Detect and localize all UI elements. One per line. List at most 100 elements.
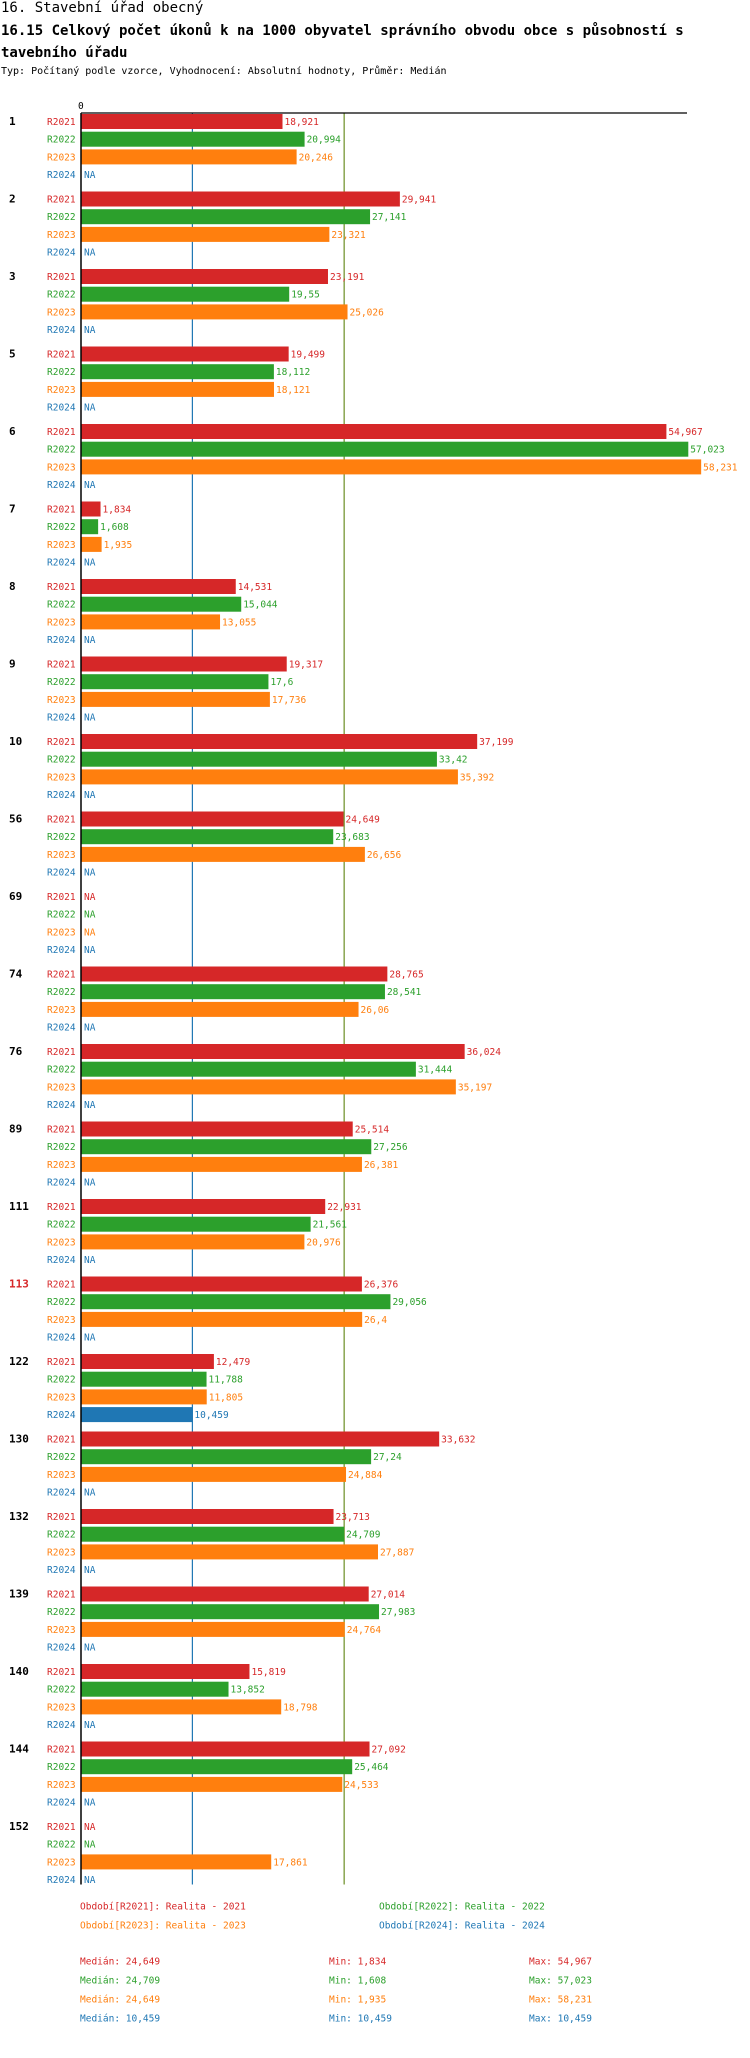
stat-median: Medián: 10,459: [80, 2014, 160, 2025]
series-label: R2021: [47, 1822, 76, 1833]
group-label: 132: [9, 1510, 29, 1523]
na-label: NA: [84, 892, 96, 903]
stat-min: Min: 10,459: [329, 2014, 392, 2025]
group-label: 56: [9, 813, 23, 826]
bar: [81, 114, 283, 129]
series-label: R2022: [47, 1220, 76, 1231]
series-label: R2023: [47, 385, 76, 396]
na-label: NA: [84, 1875, 96, 1886]
series-label: R2022: [47, 445, 76, 456]
series-label: R2024: [47, 1333, 76, 1344]
group-label: 140: [9, 1665, 29, 1678]
bar: [81, 1854, 272, 1870]
data-label: 25,514: [355, 1125, 390, 1136]
series-label: R2021: [47, 1667, 76, 1678]
data-label: 24,649: [346, 815, 381, 826]
data-label: 15,819: [251, 1667, 286, 1678]
bar: [81, 1526, 345, 1542]
data-label: 23,683: [335, 832, 369, 843]
bar: [81, 734, 478, 749]
chart-title: 16.15 Celkový počet úkonů k na 1000 obyv…: [1, 23, 684, 61]
bar: [81, 1139, 372, 1155]
group-label: 9: [9, 658, 16, 671]
data-label: 26,06: [361, 1005, 390, 1016]
series-label: R2023: [47, 1547, 76, 1558]
data-label: 27,24: [373, 1452, 402, 1463]
bar: [81, 1586, 369, 1602]
series-label: R2023: [47, 1005, 76, 1016]
series-label: R2022: [47, 290, 76, 301]
na-label: NA: [84, 1100, 96, 1111]
stat-max: Max: 57,023: [529, 1976, 592, 1987]
group-label: 5: [9, 348, 16, 361]
series-label: R2023: [47, 1392, 76, 1403]
bar: [81, 536, 102, 552]
bar: [81, 501, 101, 517]
series-label: R2021: [47, 1435, 76, 1446]
series-label: R2021: [47, 892, 76, 903]
na-label: NA: [84, 945, 96, 956]
bar: [81, 1044, 465, 1059]
data-label: 17,6: [270, 677, 293, 688]
series-label: R2023: [47, 1780, 76, 1791]
group-label: 3: [9, 270, 16, 283]
series-label: R2022: [47, 600, 76, 611]
na-label: NA: [84, 1255, 96, 1266]
data-label: 33,42: [439, 755, 468, 766]
bar: [81, 1294, 391, 1310]
group-label: 7: [9, 503, 16, 516]
bar: [81, 149, 297, 165]
data-label: 22,931: [327, 1202, 362, 1213]
group-label: 1: [9, 115, 16, 128]
bar: [81, 131, 305, 147]
group-label: 113: [9, 1278, 29, 1291]
series-label: R2022: [47, 832, 76, 843]
data-label: 27,092: [372, 1745, 406, 1756]
bar: [81, 286, 290, 302]
series-label: R2023: [47, 927, 76, 938]
data-label: 27,141: [372, 212, 407, 223]
bar: [81, 1371, 207, 1387]
group-label: 122: [9, 1355, 29, 1368]
bar: [81, 1449, 372, 1465]
stat-min: Min: 1,935: [329, 1995, 386, 2006]
axis-zero-label: 0: [78, 101, 84, 112]
series-label: R2023: [47, 1470, 76, 1481]
series-label: R2022: [47, 1685, 76, 1696]
series-label: R2021: [47, 737, 76, 748]
group-label: 6: [9, 425, 16, 438]
data-label: 26,376: [364, 1280, 399, 1291]
group-label: 74: [9, 968, 23, 981]
bar: [81, 1311, 363, 1327]
bar: [81, 691, 270, 707]
data-label: 27,014: [371, 1590, 406, 1601]
bar: [81, 1079, 456, 1095]
series-label: R2023: [47, 540, 76, 551]
series-label: R2024: [47, 325, 76, 336]
data-label: 54,967: [668, 427, 702, 438]
series-label: R2022: [47, 1065, 76, 1076]
series-label: R2024: [47, 1565, 76, 1576]
legend-entry: Období[R2022]: Realita - 2022: [379, 1902, 545, 1913]
series-label: R2022: [47, 135, 76, 146]
series-label: R2023: [47, 1857, 76, 1868]
bar: [81, 346, 289, 362]
bar: [81, 984, 385, 1000]
na-label: NA: [84, 403, 96, 414]
na-label: NA: [84, 1333, 96, 1344]
data-label: 1,935: [104, 540, 133, 551]
stat-min: Min: 1,834: [329, 1957, 386, 1968]
data-label: 18,798: [283, 1702, 318, 1713]
bar: [81, 769, 458, 785]
bar: [81, 829, 334, 845]
series-label: R2022: [47, 677, 76, 688]
series-label: R2024: [47, 1643, 76, 1654]
data-label: 20,976: [306, 1237, 341, 1248]
na-label: NA: [84, 1720, 96, 1731]
data-label: 31,444: [418, 1065, 453, 1076]
group-label: 76: [9, 1045, 23, 1058]
data-label: 23,321: [331, 230, 366, 241]
na-label: NA: [84, 1643, 96, 1654]
series-label: R2024: [47, 713, 76, 724]
data-label: 23,191: [330, 272, 365, 283]
